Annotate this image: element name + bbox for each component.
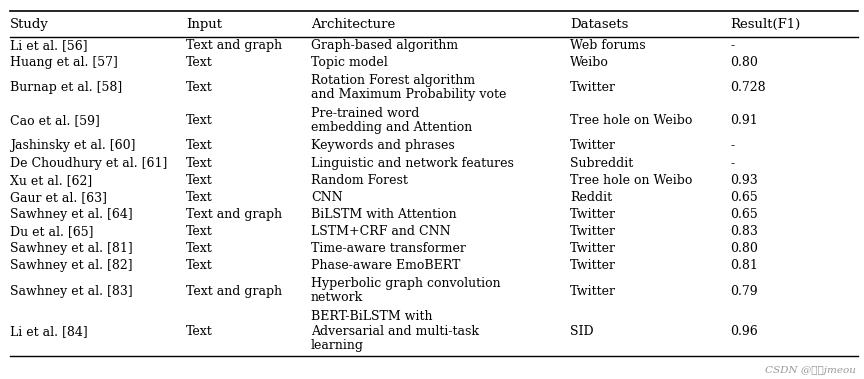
Text: Sawhney et al. [83]: Sawhney et al. [83] (10, 285, 133, 298)
Text: Time-aware transformer: Time-aware transformer (311, 242, 466, 255)
Text: LSTM+CRF and CNN: LSTM+CRF and CNN (311, 225, 451, 238)
Text: 0.728: 0.728 (730, 81, 766, 94)
Text: Study: Study (10, 18, 49, 31)
Text: Architecture: Architecture (311, 18, 396, 31)
Text: Result(F1): Result(F1) (730, 18, 800, 31)
Text: Text: Text (186, 56, 213, 69)
Text: Text: Text (186, 114, 213, 127)
Text: Datasets: Datasets (570, 18, 629, 31)
Text: Text: Text (186, 139, 213, 152)
Text: -: - (730, 157, 734, 170)
Text: network: network (311, 291, 363, 304)
Text: De Choudhury et al. [61]: De Choudhury et al. [61] (10, 157, 168, 170)
Text: Text: Text (186, 157, 213, 170)
Text: Twitter: Twitter (570, 139, 616, 152)
Text: Text: Text (186, 225, 213, 238)
Text: Input: Input (186, 18, 222, 31)
Text: 0.80: 0.80 (730, 56, 758, 69)
Text: embedding and Attention: embedding and Attention (311, 121, 473, 134)
Text: Phase-aware EmoBERT: Phase-aware EmoBERT (311, 260, 461, 273)
Text: BiLSTM with Attention: BiLSTM with Attention (311, 208, 457, 221)
Text: CSDN @妋妋jmeou: CSDN @妋妋jmeou (766, 366, 856, 375)
Text: 0.93: 0.93 (730, 174, 758, 187)
Text: Twitter: Twitter (570, 260, 616, 273)
Text: Hyperbolic graph convolution: Hyperbolic graph convolution (311, 277, 500, 290)
Text: 0.65: 0.65 (730, 191, 758, 204)
Text: Adversarial and multi-task: Adversarial and multi-task (311, 325, 479, 338)
Text: Tree hole on Weibo: Tree hole on Weibo (570, 174, 693, 187)
Text: Text: Text (186, 260, 213, 273)
Text: BERT-BiLSTM with: BERT-BiLSTM with (311, 310, 433, 323)
Text: Rotation Forest algorithm: Rotation Forest algorithm (311, 74, 475, 87)
Text: learning: learning (311, 340, 364, 352)
Text: Sawhney et al. [81]: Sawhney et al. [81] (10, 242, 133, 255)
Text: Li et al. [84]: Li et al. [84] (10, 326, 88, 338)
Text: Gaur et al. [63]: Gaur et al. [63] (10, 191, 107, 204)
Text: Text and graph: Text and graph (186, 285, 282, 298)
Text: Text: Text (186, 81, 213, 94)
Text: Text: Text (186, 326, 213, 338)
Text: Burnap et al. [58]: Burnap et al. [58] (10, 81, 123, 94)
Text: Twitter: Twitter (570, 285, 616, 298)
Text: 0.79: 0.79 (730, 285, 758, 298)
Text: Twitter: Twitter (570, 225, 616, 238)
Text: Jashinsky et al. [60]: Jashinsky et al. [60] (10, 139, 136, 152)
Text: Twitter: Twitter (570, 242, 616, 255)
Text: Xu et al. [62]: Xu et al. [62] (10, 174, 92, 187)
Text: Twitter: Twitter (570, 208, 616, 221)
Text: Sawhney et al. [82]: Sawhney et al. [82] (10, 260, 133, 273)
Text: Text and graph: Text and graph (186, 39, 282, 52)
Text: Random Forest: Random Forest (311, 174, 408, 187)
Text: Linguistic and network features: Linguistic and network features (311, 157, 514, 170)
Text: Li et al. [56]: Li et al. [56] (10, 39, 88, 52)
Text: Pre-trained word: Pre-trained word (311, 106, 419, 119)
Text: Huang et al. [57]: Huang et al. [57] (10, 56, 118, 69)
Text: Twitter: Twitter (570, 81, 616, 94)
Text: SID: SID (570, 326, 594, 338)
Text: 0.80: 0.80 (730, 242, 758, 255)
Text: Topic model: Topic model (311, 56, 388, 69)
Text: 0.91: 0.91 (730, 114, 758, 127)
Text: Reddit: Reddit (570, 191, 613, 204)
Text: Weibo: Weibo (570, 56, 609, 69)
Text: 0.83: 0.83 (730, 225, 758, 238)
Text: -: - (730, 139, 734, 152)
Text: and Maximum Probability vote: and Maximum Probability vote (311, 88, 506, 101)
Text: Cao et al. [59]: Cao et al. [59] (10, 114, 100, 127)
Text: Sawhney et al. [64]: Sawhney et al. [64] (10, 208, 133, 221)
Text: 0.81: 0.81 (730, 260, 758, 273)
Text: Keywords and phrases: Keywords and phrases (311, 139, 454, 152)
Text: Subreddit: Subreddit (570, 157, 633, 170)
Text: -: - (730, 39, 734, 52)
Text: Du et al. [65]: Du et al. [65] (10, 225, 94, 238)
Text: Text and graph: Text and graph (186, 208, 282, 221)
Text: CNN: CNN (311, 191, 343, 204)
Text: Text: Text (186, 174, 213, 187)
Text: Graph-based algorithm: Graph-based algorithm (311, 39, 458, 52)
Text: Text: Text (186, 191, 213, 204)
Text: Web forums: Web forums (570, 39, 646, 52)
Text: Tree hole on Weibo: Tree hole on Weibo (570, 114, 693, 127)
Text: 0.65: 0.65 (730, 208, 758, 221)
Text: Text: Text (186, 242, 213, 255)
Text: 0.96: 0.96 (730, 326, 758, 338)
